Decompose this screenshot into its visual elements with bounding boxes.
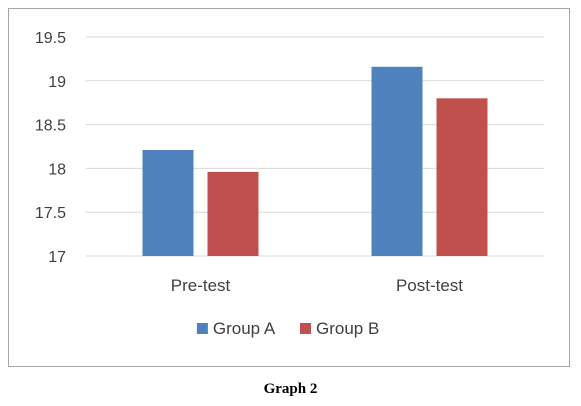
bar <box>142 150 194 256</box>
legend-label: Group B <box>316 319 379 338</box>
bar <box>207 171 259 256</box>
y-tick-label: 18.5 <box>35 118 66 135</box>
y-tick-label: 19 <box>48 74 66 91</box>
x-tick-label: Pre-test <box>171 276 231 295</box>
legend-swatch <box>196 323 208 334</box>
y-tick-label: 19.5 <box>35 30 66 47</box>
legend-swatch <box>300 323 311 334</box>
x-tick-label: Post-test <box>396 276 463 295</box>
chart-frame: 17 17.5 18 18.5 19 19.5 Pre-test Post-test Group… <box>8 8 570 367</box>
bar-chart: 17 17.5 18 18.5 19 19.5 Pre-test Post-test Group… <box>35 30 544 338</box>
bar <box>436 98 488 256</box>
y-tick-label: 17 <box>48 249 66 266</box>
chart-caption: Graph 2 <box>263 381 318 397</box>
y-tick-label: 17.5 <box>35 205 66 222</box>
bar <box>371 66 423 256</box>
legend-label: Group A <box>213 319 276 338</box>
y-tick-label: 18 <box>48 161 66 178</box>
